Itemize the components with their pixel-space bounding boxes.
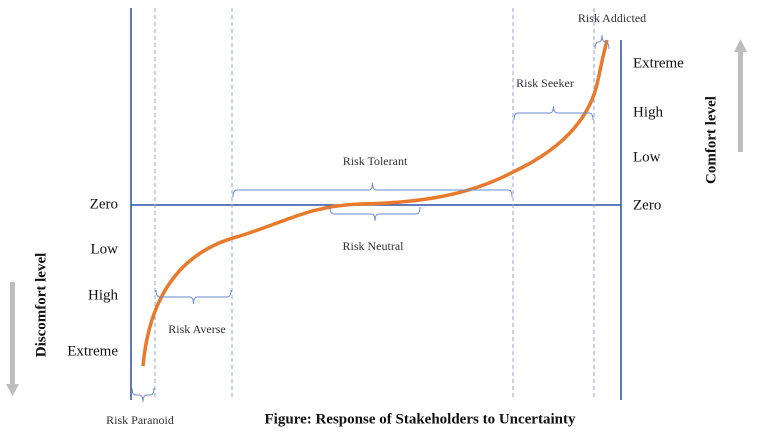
zone-label: Risk Neutral (343, 239, 405, 253)
right-level: High (633, 104, 664, 120)
brace (513, 105, 594, 121)
zone-label: Risk Tolerant (343, 154, 408, 168)
left-axis-title: Discomfort level (33, 253, 49, 358)
brace (232, 182, 513, 198)
right-level: Extreme (633, 55, 684, 71)
zone-label: Risk Seeker (516, 76, 574, 90)
caption: Figure: Response of Stakeholders to Unce… (265, 411, 576, 427)
brace (131, 387, 155, 403)
response-curve (141, 39, 609, 367)
up-arrow (734, 39, 747, 152)
right-level: Zero (633, 197, 661, 213)
brace (594, 34, 610, 50)
left-level: High (88, 287, 119, 303)
brace (329, 206, 421, 222)
right-level: Low (633, 149, 661, 165)
down-arrow (6, 282, 19, 396)
zone-label: Risk Paranoid (106, 413, 174, 427)
left-level: Zero (90, 196, 118, 212)
right-axis-title: Comfort level (703, 96, 719, 184)
zone-label: Risk Addicted (578, 11, 646, 25)
left-level: Low (91, 241, 119, 257)
brace (155, 289, 232, 305)
zone-label: Risk Averse (168, 322, 225, 336)
braces (131, 34, 610, 403)
left-level: Extreme (67, 343, 118, 359)
